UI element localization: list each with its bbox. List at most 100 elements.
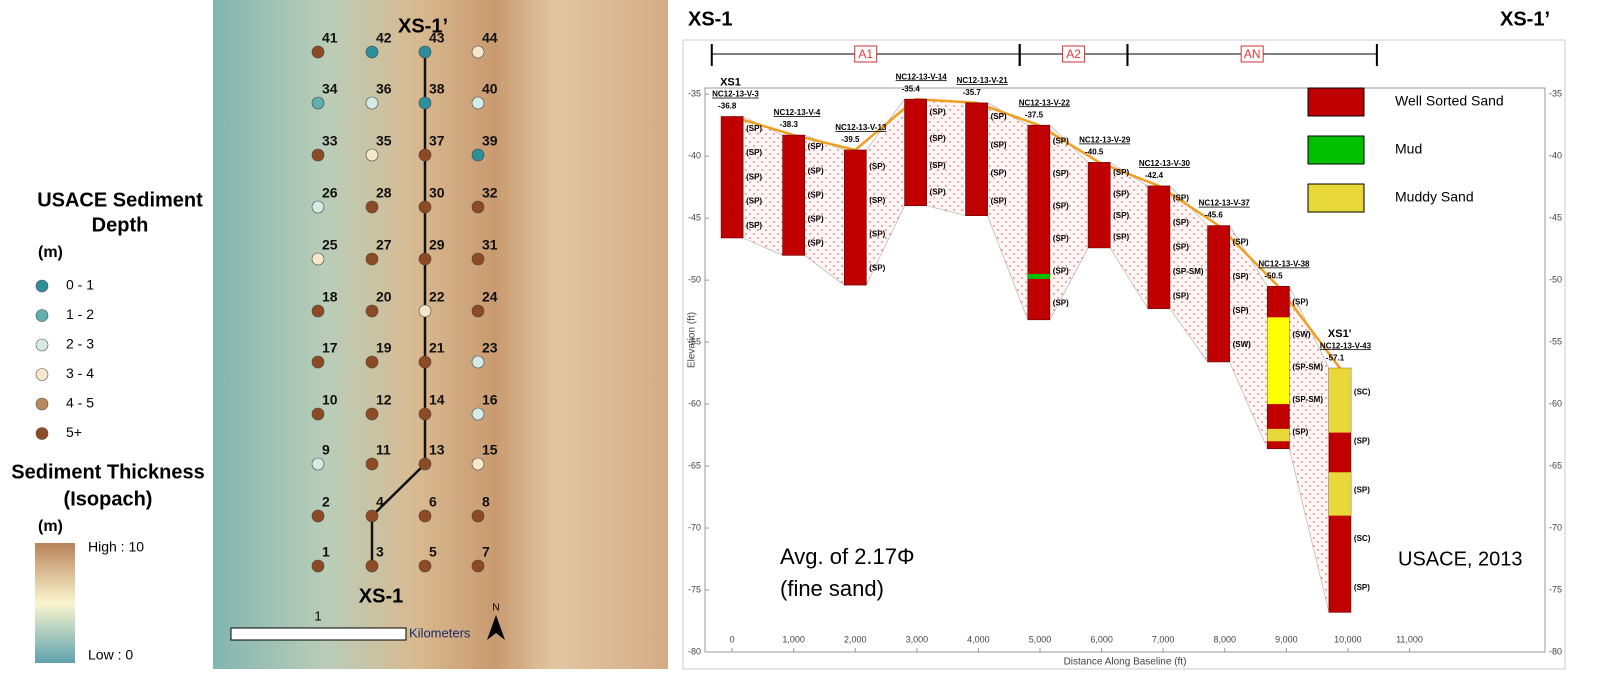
x-tick-label: 3,000 <box>906 634 929 644</box>
sample-label: 18 <box>322 289 338 305</box>
layer-label: (SP) <box>808 238 824 247</box>
legend-swatch <box>1307 183 1365 213</box>
legend-swatch <box>1307 135 1365 165</box>
sample-label: 43 <box>429 30 445 46</box>
layer-label: (SP) <box>746 172 762 181</box>
sample-label: 26 <box>322 185 338 201</box>
sample-point <box>471 45 485 59</box>
borehole-top: -42.4 <box>1145 171 1164 180</box>
y-tick-label-right: -35 <box>1549 89 1562 99</box>
layer-label: (SP) <box>808 190 824 199</box>
sample-point <box>365 559 379 573</box>
sample-label: 20 <box>376 289 392 305</box>
section-label: AN <box>1244 47 1261 61</box>
x-tick-label: 9,000 <box>1275 634 1298 644</box>
sample-point <box>418 457 432 471</box>
sample-label: 12 <box>376 392 392 408</box>
sample-label: 21 <box>429 340 445 356</box>
layer-label: (SP) <box>808 142 824 151</box>
layer-label: (SP-SM) <box>1173 267 1204 276</box>
sample-point <box>311 96 325 110</box>
borehole-name: NC12-13-V-38 <box>1258 259 1310 268</box>
sample-point <box>365 45 379 59</box>
sample-point <box>418 96 432 110</box>
layer-label: (SP) <box>1233 306 1249 315</box>
layer-label: (SP) <box>869 263 885 272</box>
sample-label: 4 <box>376 494 384 510</box>
sample-point <box>418 355 432 369</box>
fill-zone <box>926 98 966 217</box>
y-tick-label: -65 <box>688 460 701 470</box>
legend-swatch <box>35 279 49 293</box>
sample-point <box>471 96 485 110</box>
legend-title: Depth <box>92 214 149 236</box>
layer-label: (SP) <box>808 214 824 223</box>
y-tick-label-right: -50 <box>1549 275 1562 285</box>
layer-label: (SP) <box>746 124 762 133</box>
layer-label: (SP) <box>1173 218 1189 227</box>
layer-label: (SP) <box>1292 298 1308 307</box>
layer-label: (SP) <box>1113 211 1129 220</box>
sample-label: 16 <box>482 392 498 408</box>
borehole-top: -50.5 <box>1264 271 1283 280</box>
sample-label: 3 <box>376 544 384 560</box>
map-background <box>213 0 668 669</box>
legend-swatch <box>35 368 49 381</box>
legend-swatch <box>35 427 49 440</box>
sample-point <box>418 559 432 573</box>
borehole-top: -57.1 <box>1326 353 1345 362</box>
plot-area <box>704 87 1546 653</box>
sample-point <box>471 200 485 214</box>
sample-point <box>365 200 379 214</box>
sample-label: 5 <box>429 544 437 560</box>
borehole-insert <box>1267 428 1290 442</box>
borehole-insert <box>1027 273 1050 279</box>
section-title-left: XS-1 <box>688 8 732 30</box>
sample-point <box>311 45 325 59</box>
layer-label: (SC) <box>1354 388 1371 397</box>
legend-title: USACE Sediment <box>37 189 203 211</box>
sample-point <box>418 252 432 266</box>
layer-label: (SP) <box>1233 272 1249 281</box>
sample-label: 2 <box>322 494 330 510</box>
layer-label: (SP) <box>1053 266 1069 275</box>
y-tick-label-right: -45 <box>1549 213 1562 223</box>
legend-unit: (m) <box>38 244 63 261</box>
layer-label: (SP) <box>1173 291 1189 300</box>
borehole <box>965 102 988 216</box>
x-tick-label: 6,000 <box>1090 634 1113 644</box>
sample-point <box>418 509 432 523</box>
sample-label: 33 <box>322 133 338 149</box>
sample-label: 28 <box>376 185 392 201</box>
legend-label: 2 - 3 <box>66 336 94 352</box>
sample-point <box>418 407 432 421</box>
sample-label: 38 <box>429 81 445 97</box>
transect-start: XS-1 <box>359 585 403 607</box>
isopach-title: (Isopach) <box>64 488 153 510</box>
borehole <box>1147 185 1171 309</box>
sample-point <box>471 355 485 369</box>
layer-label: (SP) <box>1113 190 1129 199</box>
section-label: A1 <box>858 47 873 61</box>
layer-label: (SP) <box>746 148 762 157</box>
layer-label: (SP) <box>991 112 1007 121</box>
borehole-top: -39.5 <box>841 135 860 144</box>
y-tick-label: -40 <box>688 151 701 161</box>
y-tick-label-right: -60 <box>1549 398 1562 408</box>
y-tick-label: -60 <box>688 398 701 408</box>
layer-label: (SP) <box>869 196 885 205</box>
sample-point <box>365 457 379 471</box>
sample-label: 23 <box>482 340 498 356</box>
layer-label: (SP) <box>1173 242 1189 251</box>
layer-label: (SP) <box>1113 168 1129 177</box>
layer-label: (SP) <box>1053 137 1069 146</box>
sample-point <box>418 45 432 59</box>
legend-swatch <box>35 397 49 411</box>
layer-label: (SP) <box>1053 169 1069 178</box>
legend-swatch <box>1307 87 1365 117</box>
y-tick-label: -45 <box>688 213 701 223</box>
y-tick-label: -35 <box>688 89 701 99</box>
sample-label: 24 <box>482 289 498 305</box>
layer-label: (SP) <box>991 168 1007 177</box>
sample-point <box>365 96 379 110</box>
